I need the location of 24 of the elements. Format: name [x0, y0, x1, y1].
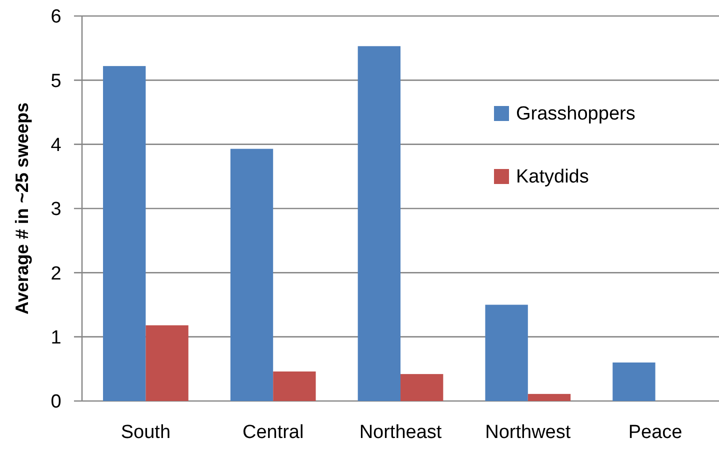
y-tick-label: 5	[50, 70, 62, 92]
bar	[528, 394, 571, 401]
y-tick-label: 3	[50, 199, 62, 220]
bar	[400, 374, 444, 401]
x-tick-label: South	[120, 422, 171, 443]
legend-label: Grasshoppers	[516, 104, 636, 125]
bar	[103, 66, 146, 401]
y-tick-label: 4	[50, 134, 62, 156]
y-tick-label: 1	[50, 327, 62, 348]
legend-label: Katydids	[516, 166, 589, 188]
x-tick-label: Northwest	[485, 422, 572, 443]
bar	[273, 371, 316, 401]
x-tick-label: Central	[242, 422, 304, 443]
x-tick-label: Northeast	[359, 422, 442, 443]
bar	[230, 148, 274, 401]
y-axis-title: Average # in ~25 sweeps	[12, 102, 32, 314]
y-tick-label: 2	[50, 263, 62, 284]
y-tick-label: 0	[50, 392, 62, 413]
bar	[612, 362, 656, 401]
x-tick-label: Peace	[628, 422, 682, 443]
y-tick-label: 6	[50, 6, 62, 28]
bar	[358, 46, 400, 401]
bar	[485, 304, 528, 401]
bar	[146, 325, 188, 401]
